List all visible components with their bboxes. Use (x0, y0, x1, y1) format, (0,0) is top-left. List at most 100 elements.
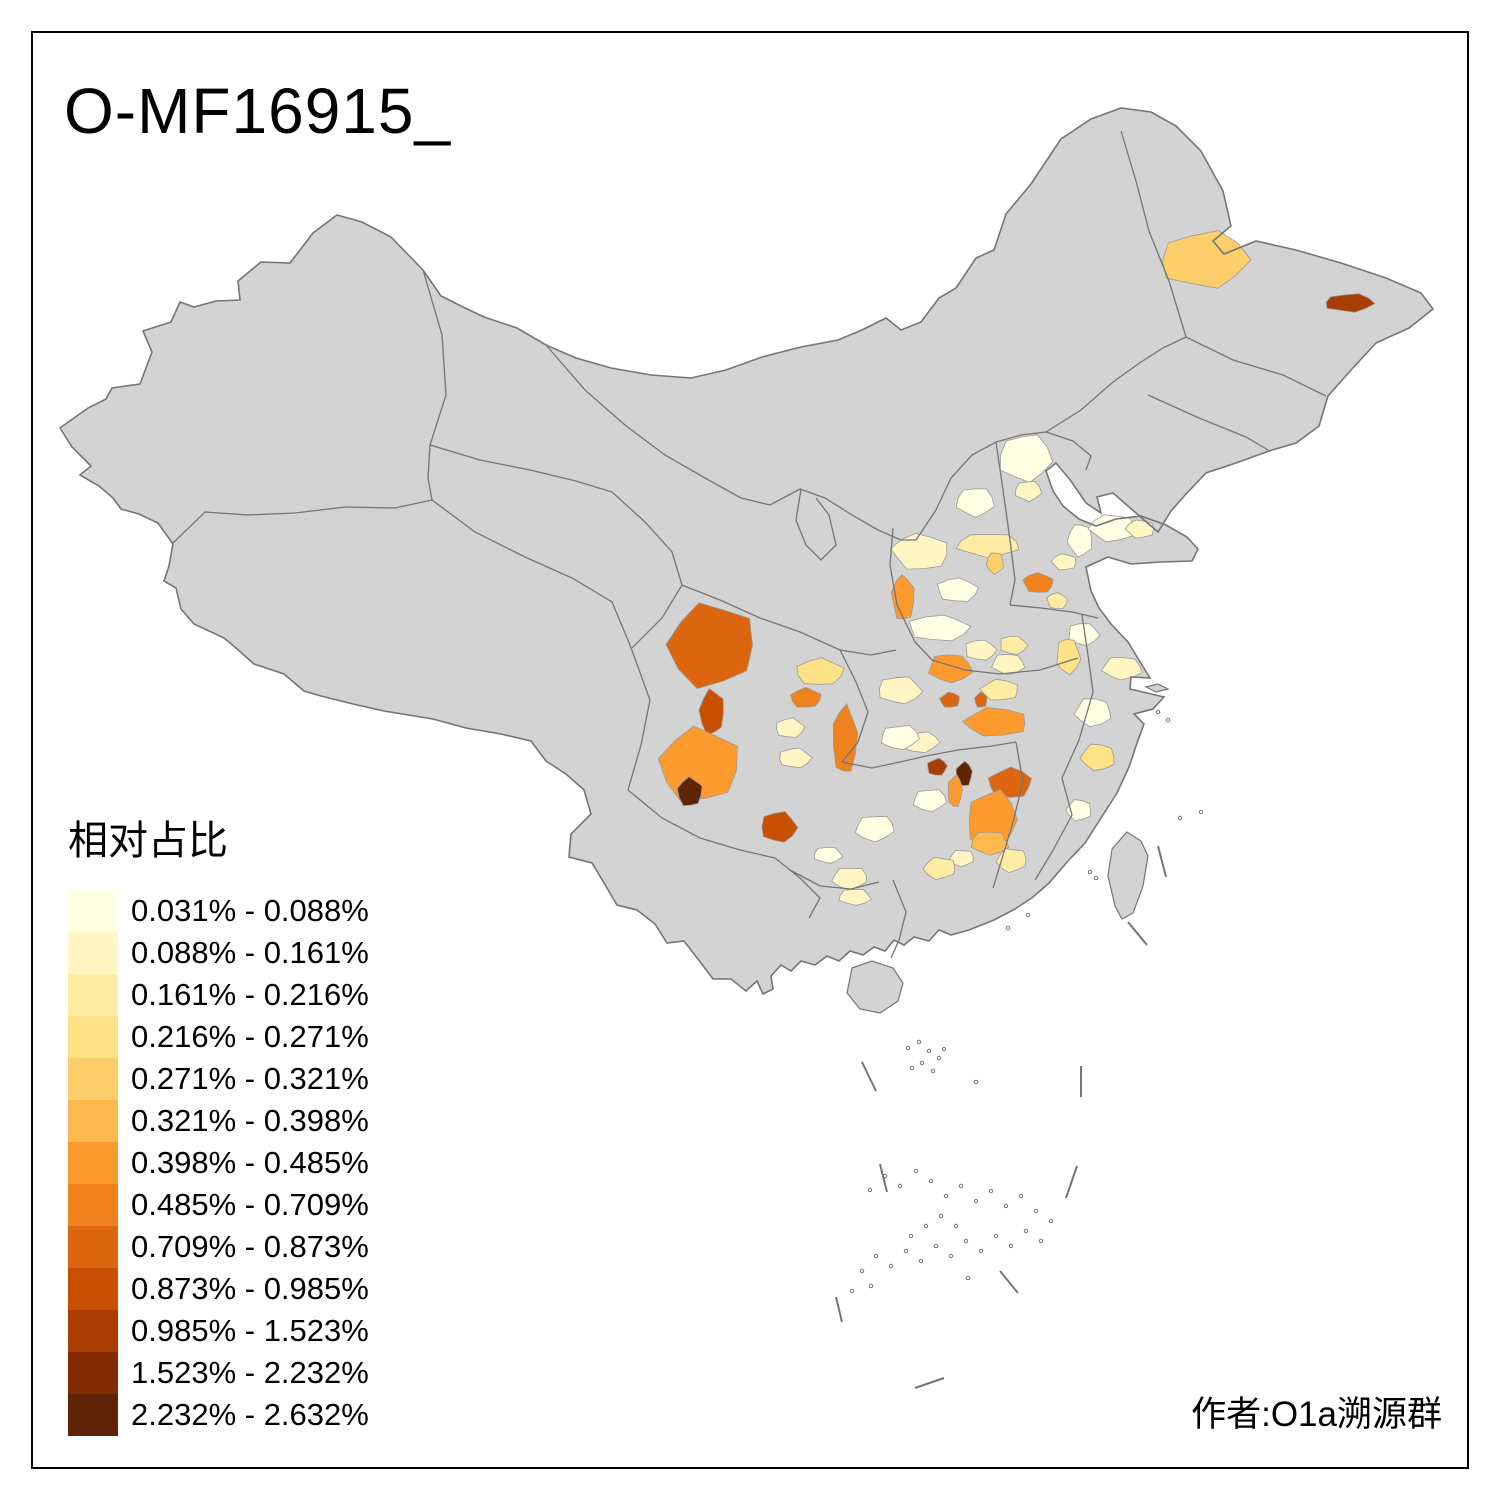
legend-swatch (68, 1310, 118, 1352)
legend-label: 0.485% - 0.709% (131, 1187, 369, 1222)
choropleth-region (776, 717, 806, 738)
islet-dot (919, 1060, 925, 1066)
sea-dash (835, 1296, 843, 1323)
legend-item: 0.709% - 0.873% (68, 1226, 369, 1268)
province-border (611, 491, 683, 649)
choropleth-region (779, 747, 813, 769)
province-border (789, 869, 880, 890)
legend-label: 0.161% - 0.216% (131, 977, 369, 1012)
island (846, 960, 904, 1014)
choropleth-region (889, 532, 948, 570)
islet-dot (948, 1253, 954, 1259)
island (1144, 683, 1170, 693)
province-border (627, 789, 776, 859)
choropleth-region (936, 577, 980, 602)
islet-dot (1005, 925, 1011, 931)
islet-dot (973, 1198, 979, 1204)
choropleth-region (1046, 592, 1069, 610)
choropleth-region (790, 686, 822, 708)
choropleth-region (878, 676, 924, 705)
islet-dot (1033, 1208, 1039, 1214)
province-border (769, 488, 916, 541)
choropleth-region (927, 757, 948, 776)
islet-dot (918, 1258, 924, 1264)
islet-dot (941, 1046, 947, 1052)
province-border (925, 741, 1017, 757)
sea-dash (914, 1377, 945, 1389)
choropleth-region (881, 724, 920, 751)
choropleth-region (838, 889, 873, 906)
choropleth-region (1079, 743, 1115, 772)
islet-dot (958, 1183, 964, 1189)
choropleth-region (1162, 230, 1252, 289)
islet-dot (1155, 709, 1161, 715)
page-title: O-MF16915_ (64, 75, 452, 147)
choropleth-region (1325, 293, 1376, 313)
legend-label: 0.271% - 0.321% (131, 1061, 369, 1096)
legend-item: 0.873% - 0.985% (68, 1268, 369, 1310)
province-border (1009, 604, 1099, 619)
islet-dot (873, 1253, 879, 1259)
legend-label: 2.232% - 2.632% (131, 1397, 369, 1432)
province-border (931, 657, 1079, 675)
islet-dot (973, 1079, 979, 1085)
choropleth-region (955, 488, 995, 518)
province-border (1081, 614, 1094, 693)
choropleth-region (947, 773, 963, 808)
islet-dot (936, 1055, 942, 1061)
choropleth-region (955, 533, 1020, 558)
province-border (890, 879, 907, 959)
choropleth-region (1066, 524, 1093, 558)
sea-dash (861, 1061, 877, 1092)
choropleth-region (908, 614, 972, 642)
choropleth-region (814, 846, 844, 864)
islet-dot (965, 1275, 971, 1281)
islet-dot (913, 1168, 919, 1174)
choropleth-region (979, 678, 1018, 701)
islet-dot (867, 1187, 873, 1193)
choropleth-region (1022, 572, 1054, 593)
choropleth-region (970, 831, 1010, 856)
islet-dot (1087, 869, 1093, 875)
islet-dot (933, 1243, 939, 1249)
legend-item: 2.232% - 2.632% (68, 1394, 369, 1436)
legend-item: 0.321% - 0.398% (68, 1100, 369, 1142)
choropleth-region (1056, 638, 1082, 676)
islet-dot (923, 1223, 929, 1229)
legend-item: 0.031% - 0.088% (68, 890, 369, 932)
legend-title: 相对占比 (68, 819, 228, 863)
legend-label: 0.709% - 0.873% (131, 1229, 369, 1264)
islet-dot (916, 1039, 922, 1045)
legend-swatch (68, 1352, 118, 1394)
choropleth-region (676, 776, 703, 807)
legend-item: 0.271% - 0.321% (68, 1058, 369, 1100)
legend-label: 1.523% - 2.232% (131, 1355, 369, 1390)
choropleth-region (665, 602, 753, 690)
islet-dot (988, 1188, 994, 1194)
legend-item: 0.398% - 0.485% (68, 1142, 369, 1184)
choropleth-region (1014, 481, 1043, 502)
province-border (889, 527, 933, 661)
islet-dot (1023, 1228, 1029, 1234)
islet-dot (1003, 1203, 1009, 1209)
islet-dot (938, 1213, 944, 1219)
legend-label: 0.873% - 0.985% (131, 1271, 369, 1306)
province-border (1120, 130, 1187, 338)
province-border (431, 499, 651, 791)
sea-dash (1127, 921, 1148, 946)
legend: 相对占比 0.031% - 0.088% 0.088% - 0.161% 0.161… (68, 808, 369, 1436)
islet-dot (928, 1178, 934, 1184)
islet-dot (993, 1233, 999, 1239)
choropleth-region (974, 691, 988, 708)
legend-swatch (68, 890, 118, 932)
legend-item: 0.161% - 0.216% (68, 974, 369, 1016)
legend-swatch (68, 1394, 118, 1436)
province-border (681, 584, 897, 656)
choropleth-region (1100, 657, 1143, 681)
choropleth-region (890, 574, 915, 620)
legend-swatch (68, 974, 118, 1016)
province-border (1185, 336, 1327, 397)
islet-dot (1177, 815, 1183, 821)
islet-dot (888, 1263, 894, 1269)
